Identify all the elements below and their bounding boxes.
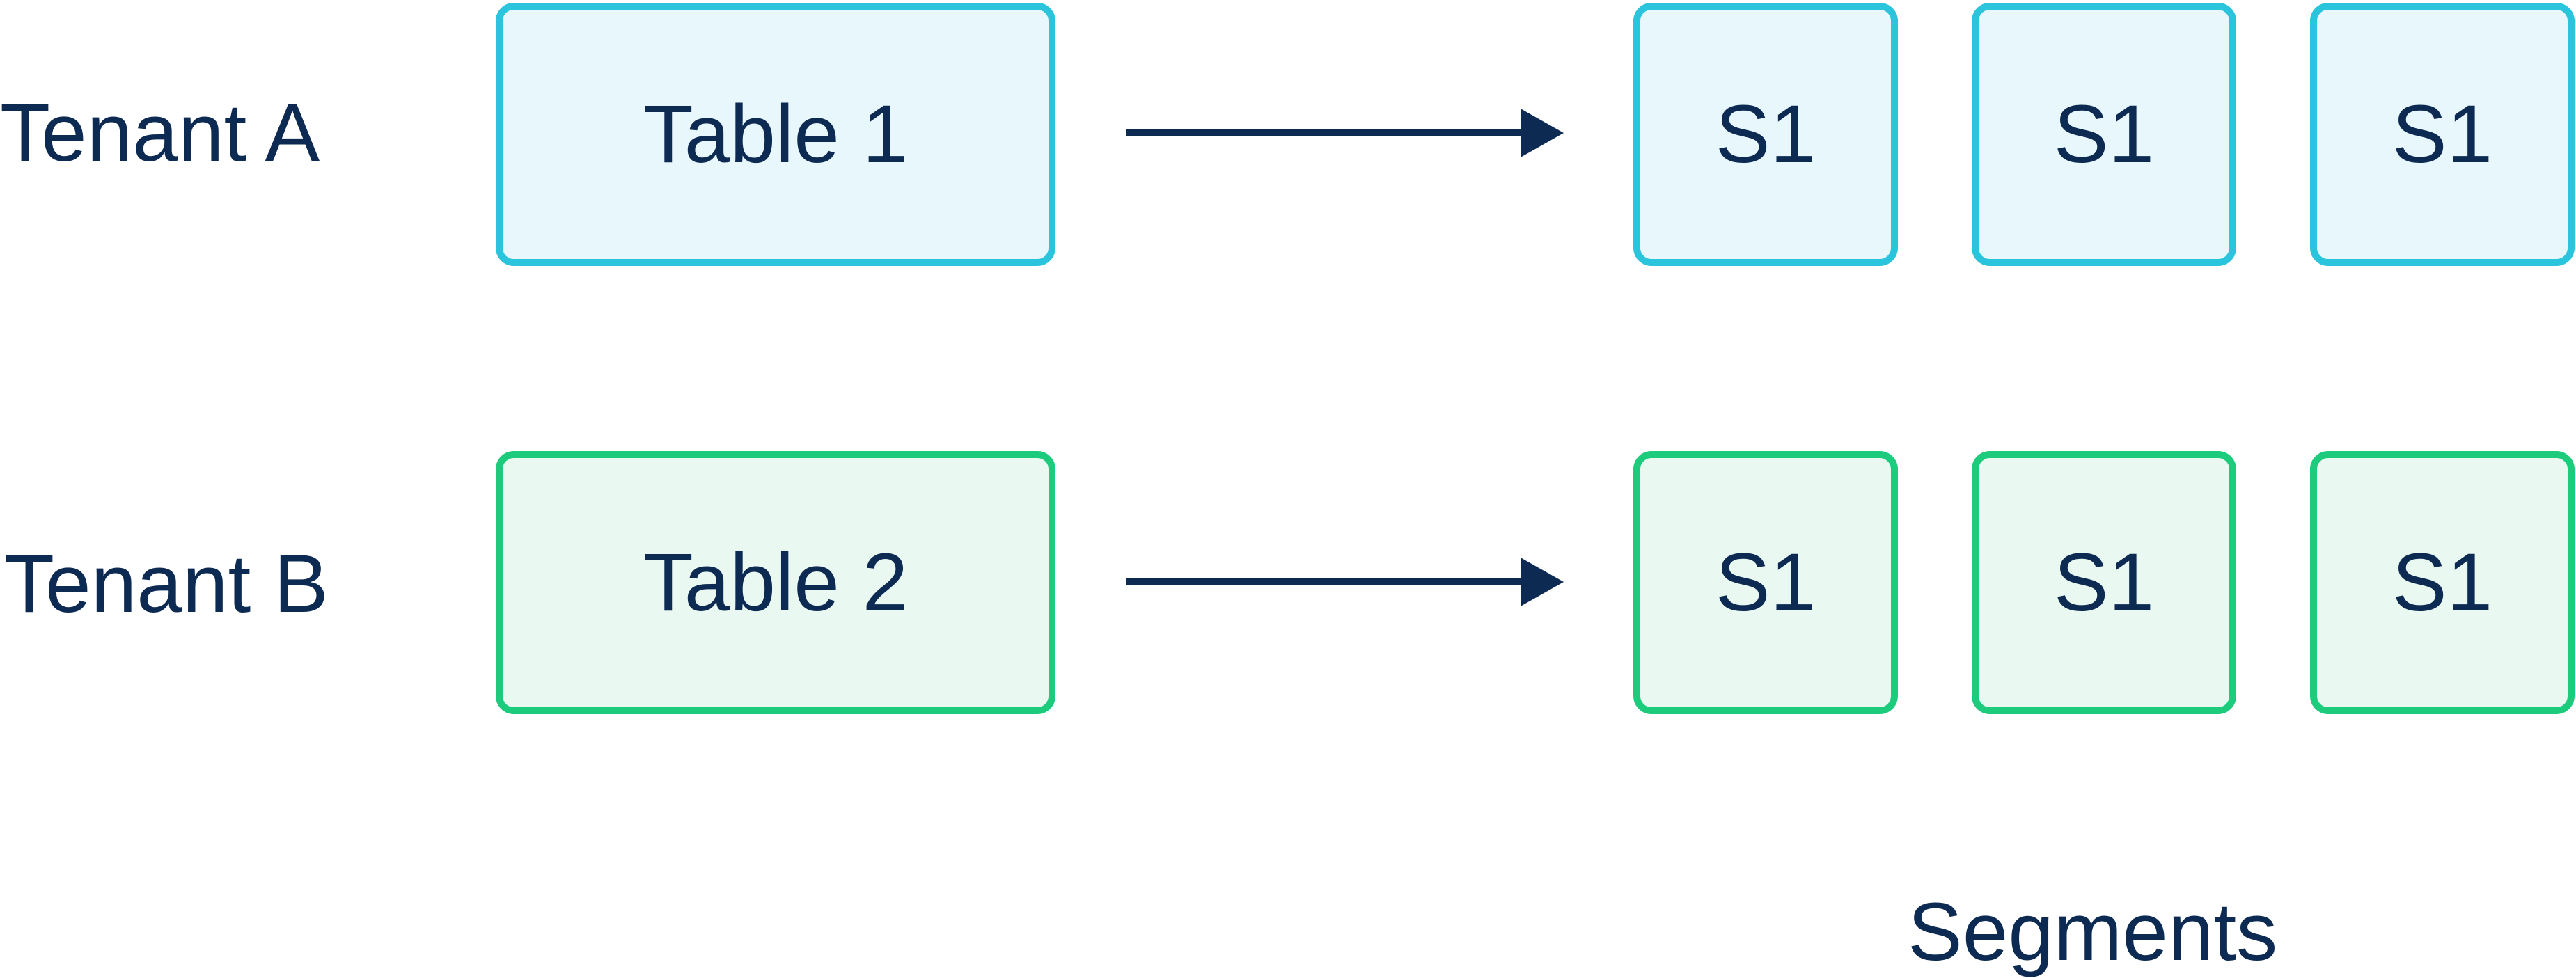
tenant-a-label: Tenant A <box>0 87 320 179</box>
tenant-b-label: Tenant B <box>4 538 329 630</box>
table-2-box: Table 2 <box>496 451 1055 714</box>
table-2-label: Table 2 <box>643 537 909 629</box>
segment-label: S1 <box>2392 537 2493 629</box>
segment-box: S1 <box>1633 3 1898 266</box>
segment-box: S1 <box>2310 3 2575 266</box>
segment-label: S1 <box>2392 88 2493 180</box>
table-1-box: Table 1 <box>496 3 1055 266</box>
segment-label: S1 <box>2053 88 2155 180</box>
table-2-to-segments-arrow <box>1126 558 1564 606</box>
segments-caption: Segments <box>1908 886 2278 978</box>
table-1-label: Table 1 <box>643 88 909 180</box>
segment-label: S1 <box>1715 88 1816 180</box>
segment-box: S1 <box>2310 451 2575 714</box>
segment-box: S1 <box>1972 451 2236 714</box>
segment-box: S1 <box>1633 451 1898 714</box>
segment-label: S1 <box>2053 537 2155 629</box>
table-1-to-segments-arrow <box>1126 109 1564 157</box>
segment-box: S1 <box>1972 3 2236 266</box>
segment-label: S1 <box>1715 537 1816 629</box>
